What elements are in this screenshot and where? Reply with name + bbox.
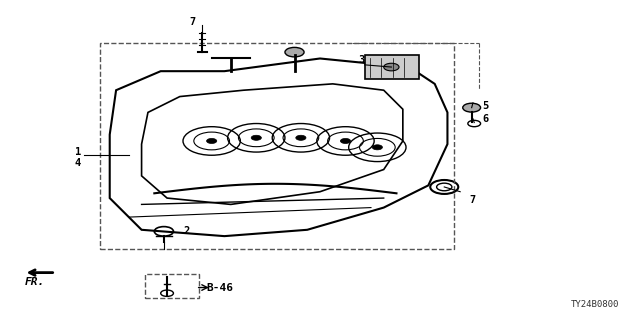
Bar [100, 43, 454, 249]
Bar [145, 274, 199, 298]
Text: FR.: FR. [24, 277, 45, 287]
Circle shape [340, 139, 351, 143]
FancyBboxPatch shape [365, 55, 419, 79]
Text: B-46: B-46 [207, 283, 234, 293]
Text: 7: 7 [189, 17, 196, 27]
Text: 5: 5 [483, 101, 489, 111]
Circle shape [296, 135, 306, 140]
Circle shape [285, 47, 304, 57]
Circle shape [207, 139, 217, 143]
Text: 1: 1 [75, 147, 81, 157]
Circle shape [463, 103, 481, 112]
Text: 6: 6 [483, 114, 489, 124]
Circle shape [384, 63, 399, 71]
Text: TY24B0800: TY24B0800 [571, 300, 620, 309]
Text: 3: 3 [358, 55, 365, 65]
Text: 4: 4 [75, 158, 81, 168]
Circle shape [372, 145, 383, 150]
Circle shape [251, 135, 261, 140]
Text: 2: 2 [183, 226, 189, 236]
Text: 7: 7 [470, 195, 476, 205]
